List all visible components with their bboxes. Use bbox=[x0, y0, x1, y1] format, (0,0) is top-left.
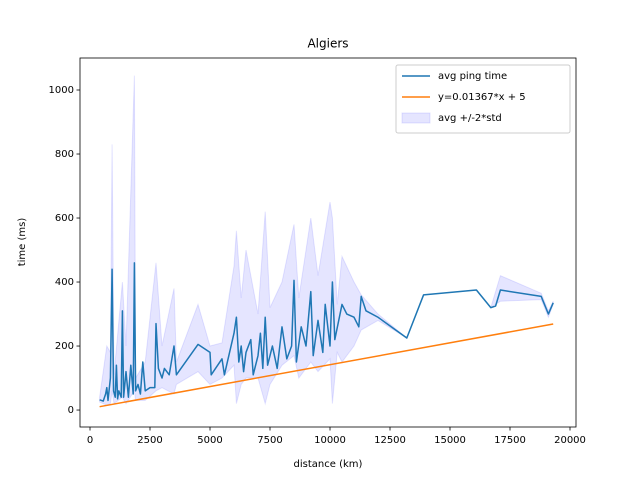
x-tick-label: 2500 bbox=[137, 435, 162, 446]
x-tick-label: 15000 bbox=[434, 435, 466, 446]
x-tick-label: 0 bbox=[87, 435, 93, 446]
y-tick-label: 400 bbox=[55, 277, 74, 288]
y-tick-label: 0 bbox=[68, 405, 74, 416]
y-tick-label: 800 bbox=[55, 149, 74, 160]
y-tick-label: 600 bbox=[55, 213, 74, 224]
series-line bbox=[99, 262, 554, 402]
x-tick-label: 20000 bbox=[554, 435, 586, 446]
x-axis-label: distance (km) bbox=[294, 459, 363, 470]
chart-title: Algiers bbox=[307, 37, 348, 51]
plot-frame bbox=[79, 57, 577, 428]
x-tick-label: 5000 bbox=[197, 435, 222, 446]
x-tick-label: 7500 bbox=[257, 435, 282, 446]
x-tick-label: 10000 bbox=[314, 435, 346, 446]
y-tick-label: 200 bbox=[55, 341, 74, 352]
legend-label: avg +/-2*std bbox=[438, 113, 502, 124]
y-tick-label: 1000 bbox=[49, 85, 74, 96]
x-tick-label: 12500 bbox=[374, 435, 406, 446]
legend-box bbox=[395, 64, 571, 134]
legend-label: y=0.01367*x + 5 bbox=[438, 92, 526, 103]
legend-swatch bbox=[401, 112, 431, 124]
legend-label: avg ping time bbox=[438, 71, 507, 82]
x-tick-label: 17500 bbox=[494, 435, 526, 446]
y-axis-label: time (ms) bbox=[17, 218, 28, 267]
series-line bbox=[99, 323, 554, 408]
